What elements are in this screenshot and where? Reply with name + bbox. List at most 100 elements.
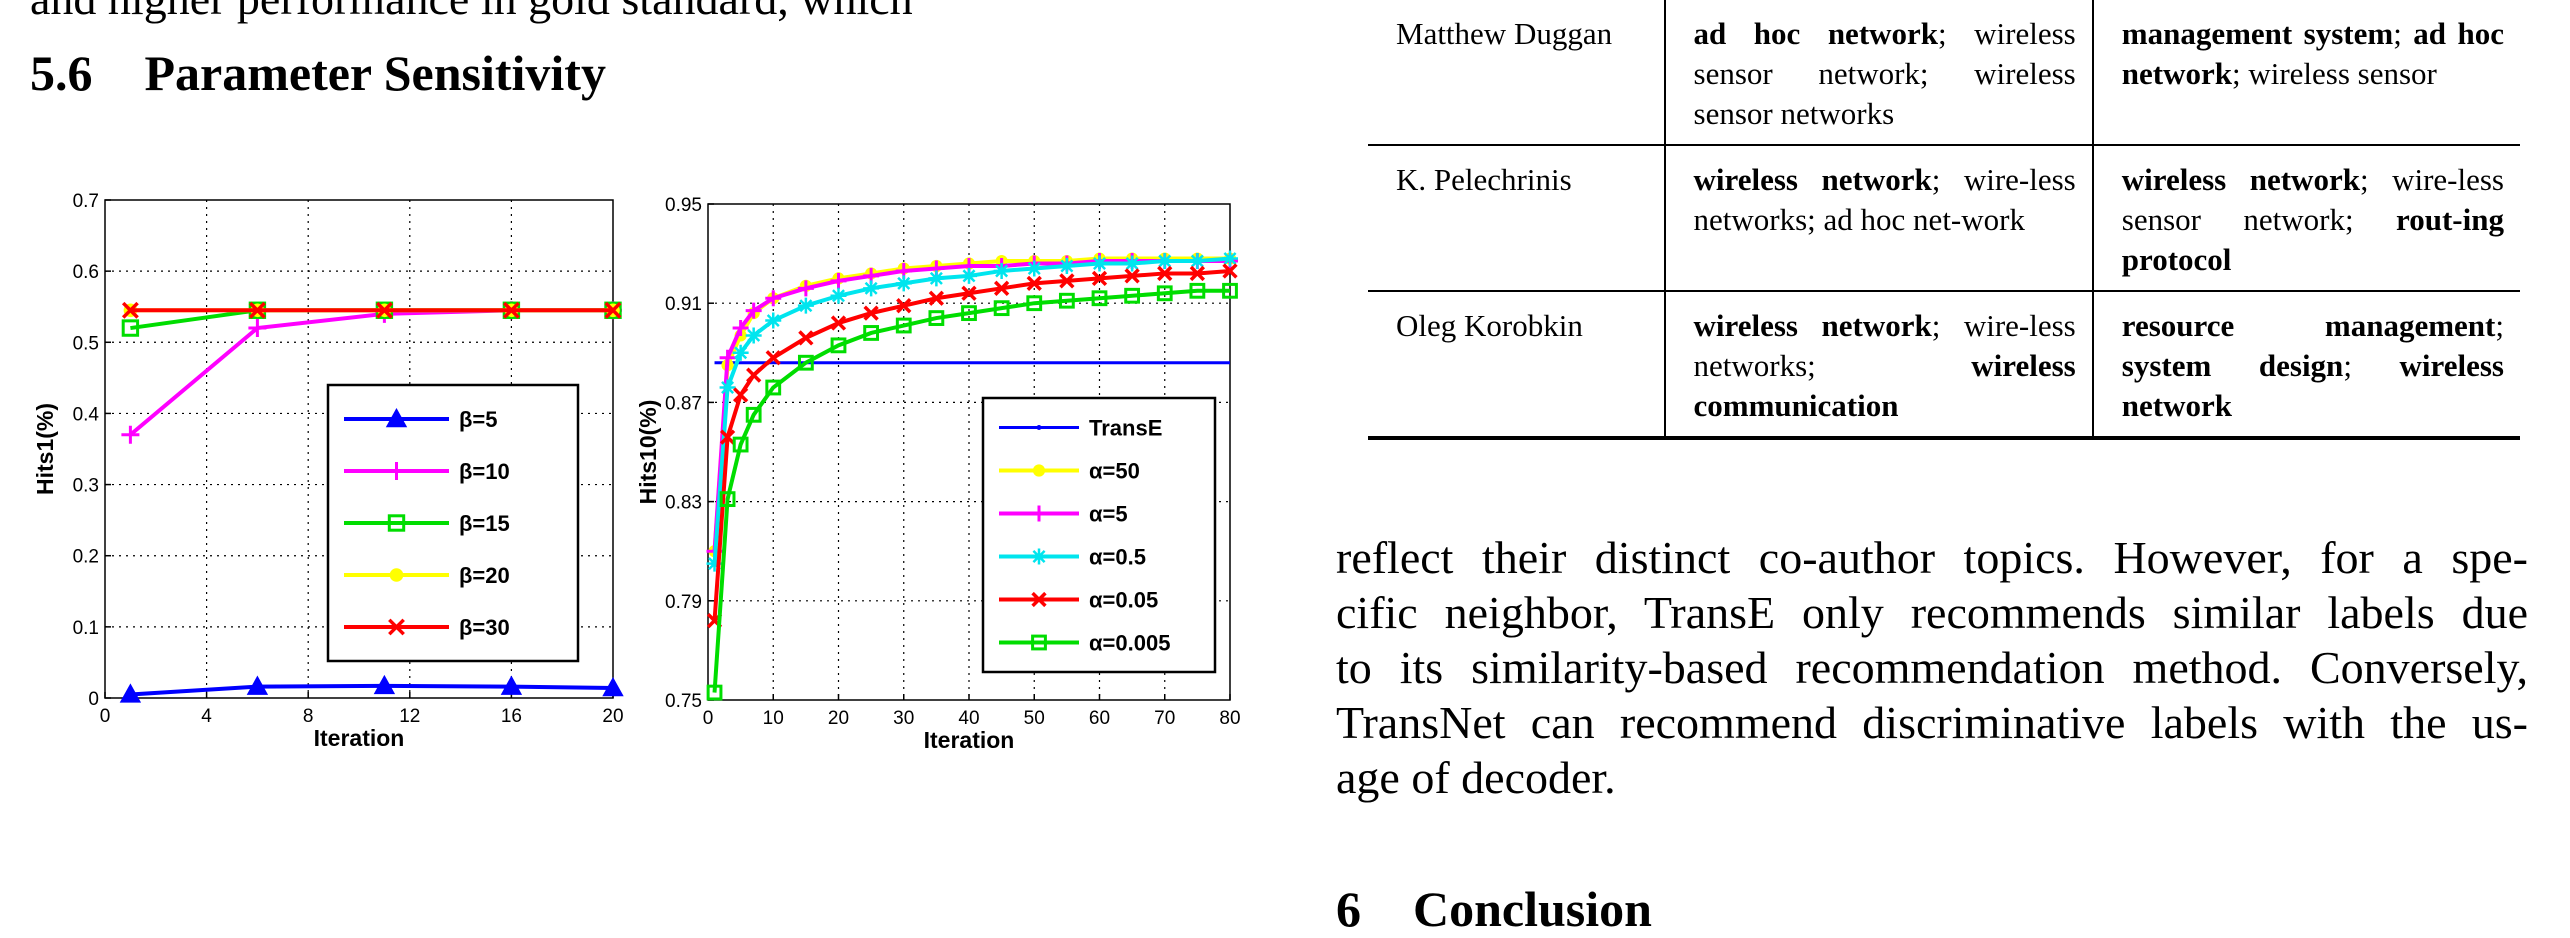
y-tick-label: 0.4 bbox=[73, 404, 100, 425]
legend-box bbox=[981, 396, 1217, 674]
next-section-title: Conclusion bbox=[1413, 881, 1652, 937]
data-point-marker bbox=[928, 310, 945, 326]
data-point-marker bbox=[1124, 268, 1140, 284]
data-point-marker bbox=[1222, 263, 1238, 279]
data-point-marker bbox=[1058, 258, 1075, 274]
data-point-marker bbox=[863, 280, 880, 297]
y-tick-label: 0.5 bbox=[73, 333, 99, 354]
data-point-marker bbox=[863, 325, 880, 341]
data-point-marker bbox=[719, 349, 736, 366]
data-point-marker bbox=[387, 462, 406, 480]
data-point-marker bbox=[928, 290, 945, 306]
bold-label: wireless network bbox=[1693, 308, 1932, 343]
y-axis-label: Hits10(%) bbox=[635, 400, 661, 505]
y-tick-label: 0.91 bbox=[665, 294, 702, 315]
data-point-marker bbox=[1156, 285, 1173, 302]
x-tick-label: 50 bbox=[1024, 708, 1045, 729]
data-point-marker bbox=[1058, 292, 1075, 309]
data-point-marker bbox=[896, 298, 912, 314]
y-tick-label: 0.1 bbox=[73, 618, 99, 639]
data-point-marker bbox=[830, 337, 847, 354]
series-line bbox=[130, 683, 614, 697]
table-row: Oleg Korobkin wireless network; wire-less… bbox=[1368, 291, 2520, 438]
bold-label: resource management bbox=[2121, 308, 2496, 343]
series-α=0.005 bbox=[706, 282, 1238, 701]
x-tick-label: 70 bbox=[1154, 708, 1175, 729]
x-tick-label: 30 bbox=[893, 708, 914, 729]
transe-labels-cell: ad hoc network; wireless sensor network;… bbox=[1663, 0, 2093, 145]
label-text: ; wireless sensor bbox=[2231, 56, 2437, 91]
hits10-chart-svg: 0 10 20 30 40 50 60 70 80 0.75 0.79 0.83 0.87 0.91 0.9… bbox=[635, 195, 1241, 753]
x-tick-label: 10 bbox=[763, 708, 784, 729]
legend-entry-label: β=30 bbox=[459, 615, 510, 640]
data-point-marker bbox=[706, 555, 723, 572]
x-tick-label: 40 bbox=[958, 708, 979, 729]
data-point-marker bbox=[385, 407, 408, 428]
data-point-marker bbox=[604, 301, 622, 319]
data-point-marker bbox=[1189, 282, 1206, 299]
transnet-labels-cell: resource management; system design; wire… bbox=[2091, 291, 2520, 438]
data-point-marker bbox=[993, 262, 1010, 279]
data-point-marker bbox=[993, 300, 1010, 317]
data-point-marker bbox=[719, 429, 736, 445]
section-heading: 5.6 Parameter Sensitivity bbox=[30, 44, 606, 102]
hits10-chart: 0 10 20 30 40 50 60 70 80 0.75 0.79 0.83 0.87 0.91 0.9… bbox=[620, 180, 1260, 770]
legend: TransE α=50 α=5 α=0.5 α=0.05 α=0.005 bbox=[981, 396, 1217, 674]
data-point-marker bbox=[1031, 634, 1047, 651]
data-point-marker bbox=[1124, 255, 1141, 272]
transe-labels-cell: wireless network; wire-less networks; ad… bbox=[1663, 145, 2093, 291]
label-text: ; wire-less sensor network; bbox=[2121, 162, 2504, 237]
label-text: ; bbox=[2343, 348, 2400, 383]
x-tick-label: 60 bbox=[1089, 708, 1110, 729]
data-point-marker bbox=[1189, 265, 1206, 282]
next-section-number: 6 bbox=[1336, 881, 1361, 937]
data-point-marker bbox=[1222, 282, 1238, 299]
data-point-marker bbox=[1032, 464, 1046, 477]
data-point-marker bbox=[798, 330, 814, 346]
data-point-marker bbox=[1059, 273, 1075, 289]
data-point-marker bbox=[895, 275, 912, 292]
data-point-marker bbox=[121, 319, 140, 337]
body-paragraph: reflect their distinct co-author topics.… bbox=[1336, 530, 2528, 805]
preceding-text-line: and higher performance in gold standard,… bbox=[30, 0, 913, 25]
hits1-chart-svg: 0 4 8 12 16 20 0 0.1 0.2 0.3 0.4 0.5 0.6 0.7 Iteration… bbox=[32, 191, 624, 751]
hits1-chart: 0 4 8 12 16 20 0 0.1 0.2 0.3 0.4 0.5 0.6 0.7 Iteration… bbox=[20, 180, 630, 770]
data-point-marker bbox=[246, 675, 269, 695]
x-tick-label: 0 bbox=[100, 706, 111, 727]
section-number: 5.6 bbox=[30, 45, 93, 101]
data-point-marker bbox=[389, 568, 404, 582]
x-tick-label: 20 bbox=[602, 706, 623, 727]
data-point-marker bbox=[121, 301, 139, 319]
data-point-marker bbox=[765, 379, 782, 396]
label-text: ; wireless sensor network; wireless sens… bbox=[1693, 16, 2076, 131]
x-tick-label: 12 bbox=[399, 706, 420, 727]
data-point-marker bbox=[500, 675, 523, 695]
data-point-marker bbox=[797, 280, 814, 297]
y-tick-label: 0.87 bbox=[665, 393, 702, 414]
data-point-marker bbox=[502, 301, 520, 319]
next-section-heading: 6 Conclusion bbox=[1336, 880, 1652, 938]
y-tick-label: 0.6 bbox=[73, 262, 99, 283]
legend-entry-label: TransE bbox=[1089, 416, 1162, 441]
data-point-marker bbox=[1156, 253, 1173, 270]
series-β=15 bbox=[121, 301, 622, 337]
data-point-marker bbox=[1189, 253, 1206, 270]
author-name-cell: Oleg Korobkin bbox=[1396, 308, 1583, 343]
data-point-marker bbox=[602, 676, 624, 697]
data-point-marker bbox=[993, 280, 1010, 296]
data-point-marker bbox=[732, 387, 749, 403]
bold-label: wireless network bbox=[2121, 348, 2504, 423]
x-tick-label: 0 bbox=[703, 708, 714, 729]
series-α=0.5 bbox=[706, 250, 1238, 572]
transnet-labels-cell: management system; ad hoc network; wirel… bbox=[2091, 0, 2520, 145]
bold-label: wireless network bbox=[1693, 162, 1932, 197]
data-point-marker bbox=[248, 319, 267, 338]
data-point-marker bbox=[1157, 265, 1173, 282]
bold-label: wireless communication bbox=[1693, 348, 2076, 423]
paragraph-line: cific neighbor, TransE only recommends s… bbox=[1336, 587, 2528, 638]
data-point-marker bbox=[387, 514, 406, 532]
data-point-marker bbox=[961, 267, 977, 284]
x-axis-label: Iteration bbox=[314, 725, 405, 751]
series-line bbox=[130, 308, 613, 331]
legend-entry-label: α=0.5 bbox=[1089, 545, 1146, 570]
